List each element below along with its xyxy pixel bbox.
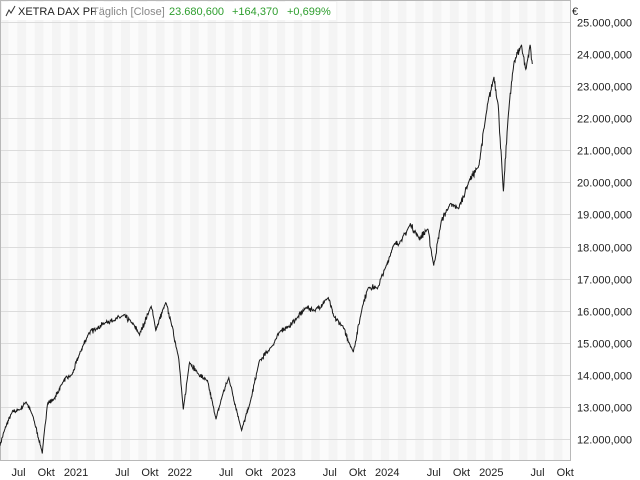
x-tick-label: Jul <box>427 467 441 479</box>
x-tick-label: Okt <box>349 467 366 479</box>
x-tick-label: Jul <box>115 467 129 479</box>
month-band <box>268 0 278 461</box>
y-tick-label: 13.000,000 <box>577 403 632 415</box>
y-tick-label: 23.000,000 <box>577 82 632 94</box>
x-tick-label: Okt <box>557 467 574 479</box>
month-band <box>354 0 364 461</box>
month-band <box>492 0 502 461</box>
month-band <box>112 0 122 461</box>
month-band <box>94 0 104 461</box>
month-band <box>389 0 398 461</box>
line-chart-icon <box>5 5 16 17</box>
y-tick-labels: 12.000,000 13.000,000 14.000,000 15.000,000… <box>577 18 632 447</box>
month-band <box>527 0 537 461</box>
x-tick-label: Okt <box>38 467 55 479</box>
month-band <box>250 0 260 461</box>
month-band <box>147 0 156 461</box>
x-tick-labels: Jul Okt 2021 Jul Okt 2022 Jul Okt 2023 Jul Okt 2024… <box>12 467 574 479</box>
x-tick-label: Jul <box>323 467 337 479</box>
month-band <box>458 0 468 461</box>
month-band <box>216 0 225 461</box>
month-band <box>26 0 35 461</box>
month-band <box>43 0 53 461</box>
y-tick-label: 19.000,000 <box>577 210 632 222</box>
month-band <box>406 0 416 461</box>
legend-instrument: XETRA DAX PF <box>18 6 97 18</box>
x-tick-label: Okt <box>453 467 470 479</box>
month-band <box>198 0 208 461</box>
legend-last-value: 23.680,600 <box>169 6 224 18</box>
grid-lines <box>0 22 571 440</box>
x-tick-label: 2023 <box>271 467 295 479</box>
month-band <box>337 0 346 461</box>
month-band <box>285 0 294 461</box>
series-line <box>0 44 533 454</box>
x-tick-label: Jul <box>12 467 26 479</box>
x-tick-label: 2022 <box>168 467 192 479</box>
legend-change-percent: +0,699% <box>287 6 331 18</box>
y-tick-label: 15.000,000 <box>577 339 632 351</box>
month-band <box>164 0 174 461</box>
legend: XETRA DAX PF Täglich [Close] 23.680,600 … <box>2 2 336 20</box>
y-tick-label: 22.000,000 <box>577 114 632 126</box>
x-tick-label: 2021 <box>64 467 88 479</box>
x-tick-label: Okt <box>141 467 158 479</box>
y-tick-label: 14.000,000 <box>577 371 632 383</box>
y-tick-label: 17.000,000 <box>577 275 632 287</box>
x-tick-label: 2025 <box>479 467 503 479</box>
y-tick-label: 24.000,000 <box>577 50 632 62</box>
x-tick-label: 2024 <box>375 467 399 479</box>
month-band <box>233 0 243 461</box>
legend-background <box>2 2 336 20</box>
y-tick-label: 25.000,000 <box>577 18 632 30</box>
y-tick-label: 20.000,000 <box>577 178 632 190</box>
x-tick-label: Jul <box>219 467 233 479</box>
y-tick-label: 21.000,000 <box>577 146 632 158</box>
month-band <box>476 0 485 461</box>
month-band <box>441 0 450 461</box>
y-tick-label: 16.000,000 <box>577 307 632 319</box>
x-tick-label: Jul <box>531 467 545 479</box>
month-band <box>302 0 312 461</box>
month-band <box>545 0 554 461</box>
currency-label: € <box>572 6 578 18</box>
plot-frame <box>0 0 571 461</box>
month-band <box>510 0 519 461</box>
y-tick-label: 18.000,000 <box>577 243 632 255</box>
month-band <box>372 0 381 461</box>
month-band <box>562 0 571 461</box>
month-band <box>8 0 18 461</box>
legend-change: +164,370 <box>232 6 278 18</box>
y-tick-label: 12.000,000 <box>577 435 632 447</box>
month-band <box>60 0 70 461</box>
legend-interval: Täglich [Close] <box>92 6 165 18</box>
month-band <box>181 0 191 461</box>
month-band <box>129 0 139 461</box>
month-band <box>77 0 87 461</box>
x-tick-label: Okt <box>245 467 262 479</box>
month-band <box>319 0 329 461</box>
